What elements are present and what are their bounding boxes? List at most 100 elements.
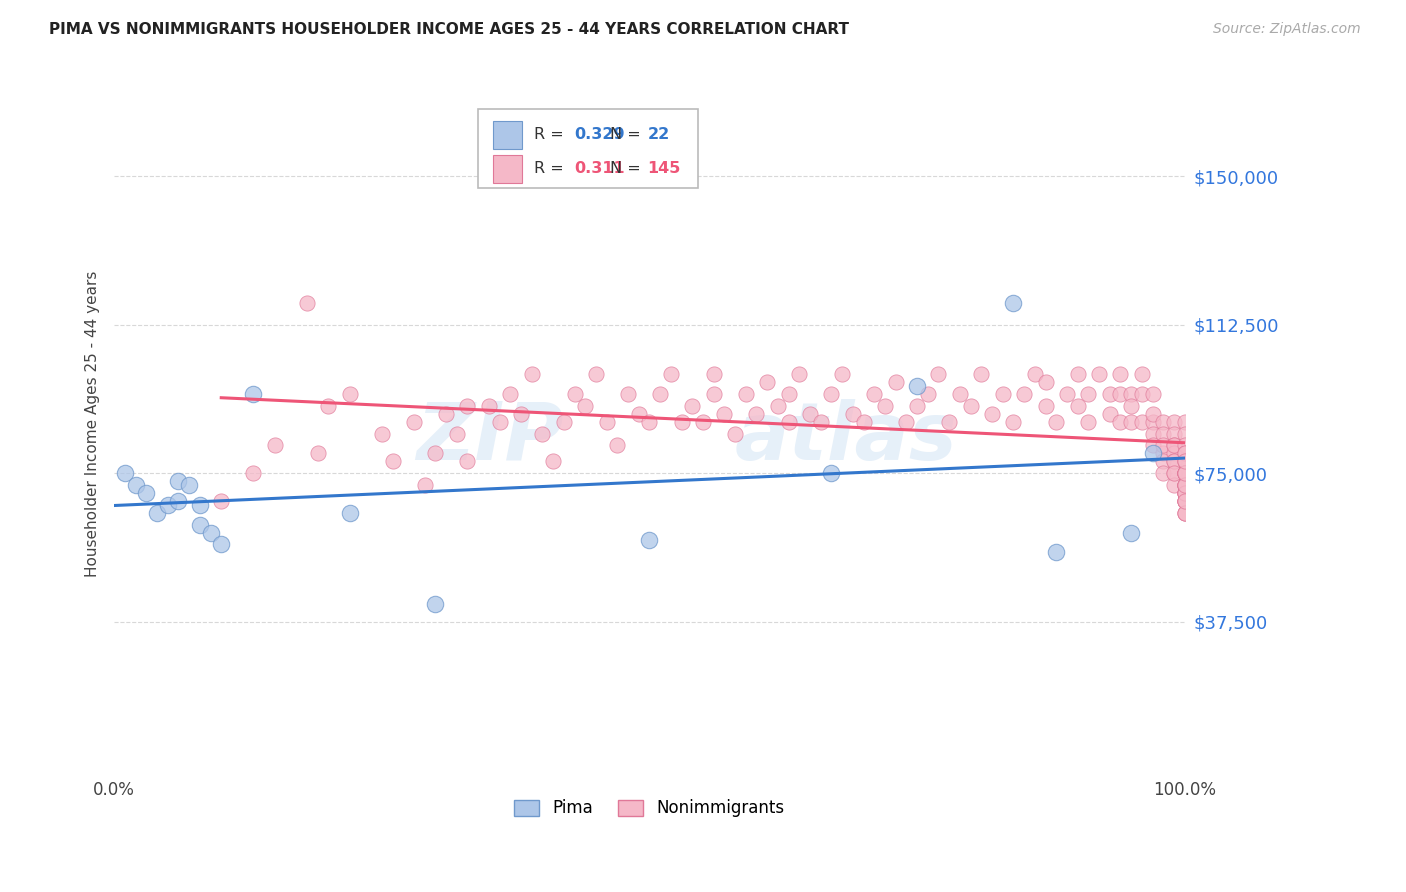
- Text: ZIP: ZIP: [416, 399, 564, 476]
- Point: [1174, 466, 1197, 480]
- Point: [242, 466, 264, 480]
- Point: [734, 387, 756, 401]
- Point: [1121, 387, 1143, 401]
- Point: [1174, 466, 1197, 480]
- Point: [1109, 368, 1132, 382]
- Point: [852, 415, 875, 429]
- Text: 0.329: 0.329: [575, 127, 626, 142]
- Point: [1152, 415, 1174, 429]
- Point: [1174, 446, 1197, 460]
- Point: [1174, 426, 1197, 441]
- Point: [1142, 387, 1164, 401]
- Point: [339, 387, 361, 401]
- Point: [1152, 426, 1174, 441]
- Point: [1163, 454, 1185, 468]
- Legend: Pima, Nonimmigrants: Pima, Nonimmigrants: [508, 793, 792, 824]
- Point: [1163, 426, 1185, 441]
- Text: atlas: atlas: [735, 399, 957, 476]
- Point: [135, 486, 157, 500]
- Point: [1142, 446, 1164, 460]
- Point: [617, 387, 640, 401]
- Point: [456, 399, 478, 413]
- Point: [1002, 415, 1025, 429]
- Point: [1174, 466, 1197, 480]
- Point: [949, 387, 972, 401]
- Point: [745, 407, 768, 421]
- Text: R =: R =: [534, 161, 568, 176]
- Point: [703, 368, 725, 382]
- Point: [1163, 466, 1185, 480]
- Point: [209, 494, 232, 508]
- Point: [606, 438, 628, 452]
- Point: [1163, 438, 1185, 452]
- Point: [1174, 486, 1197, 500]
- Point: [1174, 466, 1197, 480]
- Point: [1174, 494, 1197, 508]
- Point: [488, 415, 510, 429]
- Point: [520, 368, 543, 382]
- Point: [124, 478, 146, 492]
- Point: [425, 446, 447, 460]
- Point: [1174, 454, 1197, 468]
- Point: [242, 387, 264, 401]
- Point: [1174, 506, 1197, 520]
- Point: [1130, 415, 1153, 429]
- Point: [638, 415, 661, 429]
- Point: [188, 498, 211, 512]
- Point: [820, 466, 842, 480]
- Point: [1056, 387, 1078, 401]
- Point: [1163, 478, 1185, 492]
- Point: [1174, 466, 1197, 480]
- FancyBboxPatch shape: [494, 121, 522, 149]
- Point: [1163, 415, 1185, 429]
- Point: [917, 387, 939, 401]
- Point: [1174, 494, 1197, 508]
- Point: [884, 375, 907, 389]
- Point: [905, 379, 928, 393]
- Point: [1163, 446, 1185, 460]
- Point: [1174, 478, 1197, 492]
- Point: [179, 478, 201, 492]
- Point: [927, 368, 949, 382]
- Point: [1002, 296, 1025, 310]
- Point: [595, 415, 617, 429]
- Point: [1174, 478, 1197, 492]
- Point: [820, 387, 842, 401]
- Point: [167, 474, 190, 488]
- Point: [446, 426, 468, 441]
- Point: [1174, 486, 1197, 500]
- Point: [114, 466, 136, 480]
- Point: [724, 426, 747, 441]
- Point: [1174, 478, 1197, 492]
- Point: [1174, 454, 1197, 468]
- Point: [1174, 466, 1197, 480]
- Point: [1163, 466, 1185, 480]
- Point: [413, 478, 436, 492]
- Point: [156, 498, 179, 512]
- Point: [703, 387, 725, 401]
- Point: [1152, 438, 1174, 452]
- Point: [1174, 506, 1197, 520]
- Point: [434, 407, 457, 421]
- Point: [541, 454, 564, 468]
- Point: [1174, 494, 1197, 508]
- Point: [1152, 454, 1174, 468]
- Point: [1035, 399, 1057, 413]
- Point: [1066, 399, 1088, 413]
- Point: [1012, 387, 1035, 401]
- Point: [981, 407, 1004, 421]
- Point: [863, 387, 886, 401]
- Point: [531, 426, 554, 441]
- Text: 0.311: 0.311: [575, 161, 626, 176]
- Point: [188, 517, 211, 532]
- Point: [209, 537, 232, 551]
- Point: [1024, 368, 1046, 382]
- Point: [381, 454, 404, 468]
- Point: [778, 387, 800, 401]
- Point: [1174, 486, 1197, 500]
- Text: 145: 145: [647, 161, 681, 176]
- Point: [681, 399, 703, 413]
- Point: [1174, 446, 1197, 460]
- Point: [671, 415, 693, 429]
- Point: [831, 368, 853, 382]
